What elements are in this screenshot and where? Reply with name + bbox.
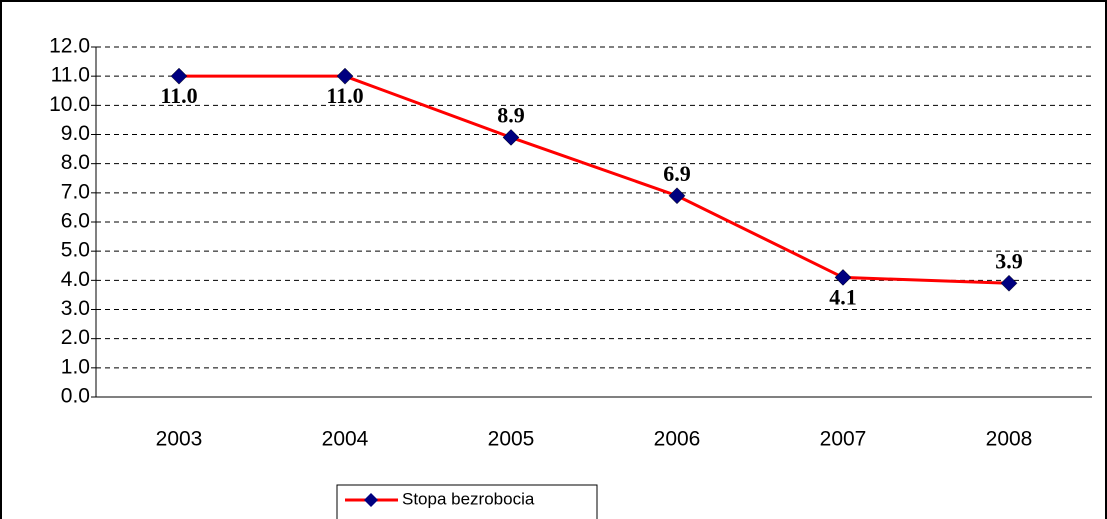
y-tick-label: 3.0 <box>61 297 90 320</box>
x-tick-label: 2007 <box>820 428 867 451</box>
y-tick-label: 5.0 <box>61 239 90 262</box>
y-tick-label: 8.0 <box>61 151 90 174</box>
data-label: 11.0 <box>160 83 197 108</box>
x-tick-label: 2003 <box>156 428 203 451</box>
y-tick-label: 0.0 <box>61 385 90 408</box>
marker <box>668 187 686 205</box>
data-label: 4.1 <box>829 284 857 309</box>
y-tick-label: 7.0 <box>61 180 90 203</box>
y-tick-label: 11.0 <box>51 64 90 87</box>
y-tick-label: 12.0 <box>49 35 90 58</box>
data-label: 3.9 <box>995 248 1023 273</box>
marker <box>170 67 188 85</box>
marker <box>1000 274 1018 292</box>
x-tick-label: 2008 <box>986 428 1033 451</box>
y-tick-label: 6.0 <box>61 210 90 233</box>
marker <box>502 129 520 146</box>
legend-marker <box>364 493 378 507</box>
y-tick-label: 2.0 <box>61 326 90 349</box>
y-tick-label: 4.0 <box>61 268 90 291</box>
x-tick-label: 2005 <box>488 428 535 451</box>
data-label: 6.9 <box>663 161 691 186</box>
data-label: 11.0 <box>326 83 363 108</box>
x-tick-label: 2006 <box>654 428 701 451</box>
data-label: 8.9 <box>497 102 525 127</box>
legend <box>336 484 598 519</box>
line <box>179 74 1010 285</box>
x-tick-label: 2004 <box>322 428 369 451</box>
marker <box>834 269 852 286</box>
y-tick-label: 9.0 <box>61 122 90 145</box>
marker <box>336 67 354 85</box>
y-tick-label: 1.0 <box>61 355 90 378</box>
y-tick-label: 10.0 <box>49 93 90 116</box>
legend-label: Stopa bezrobocia <box>402 489 535 508</box>
